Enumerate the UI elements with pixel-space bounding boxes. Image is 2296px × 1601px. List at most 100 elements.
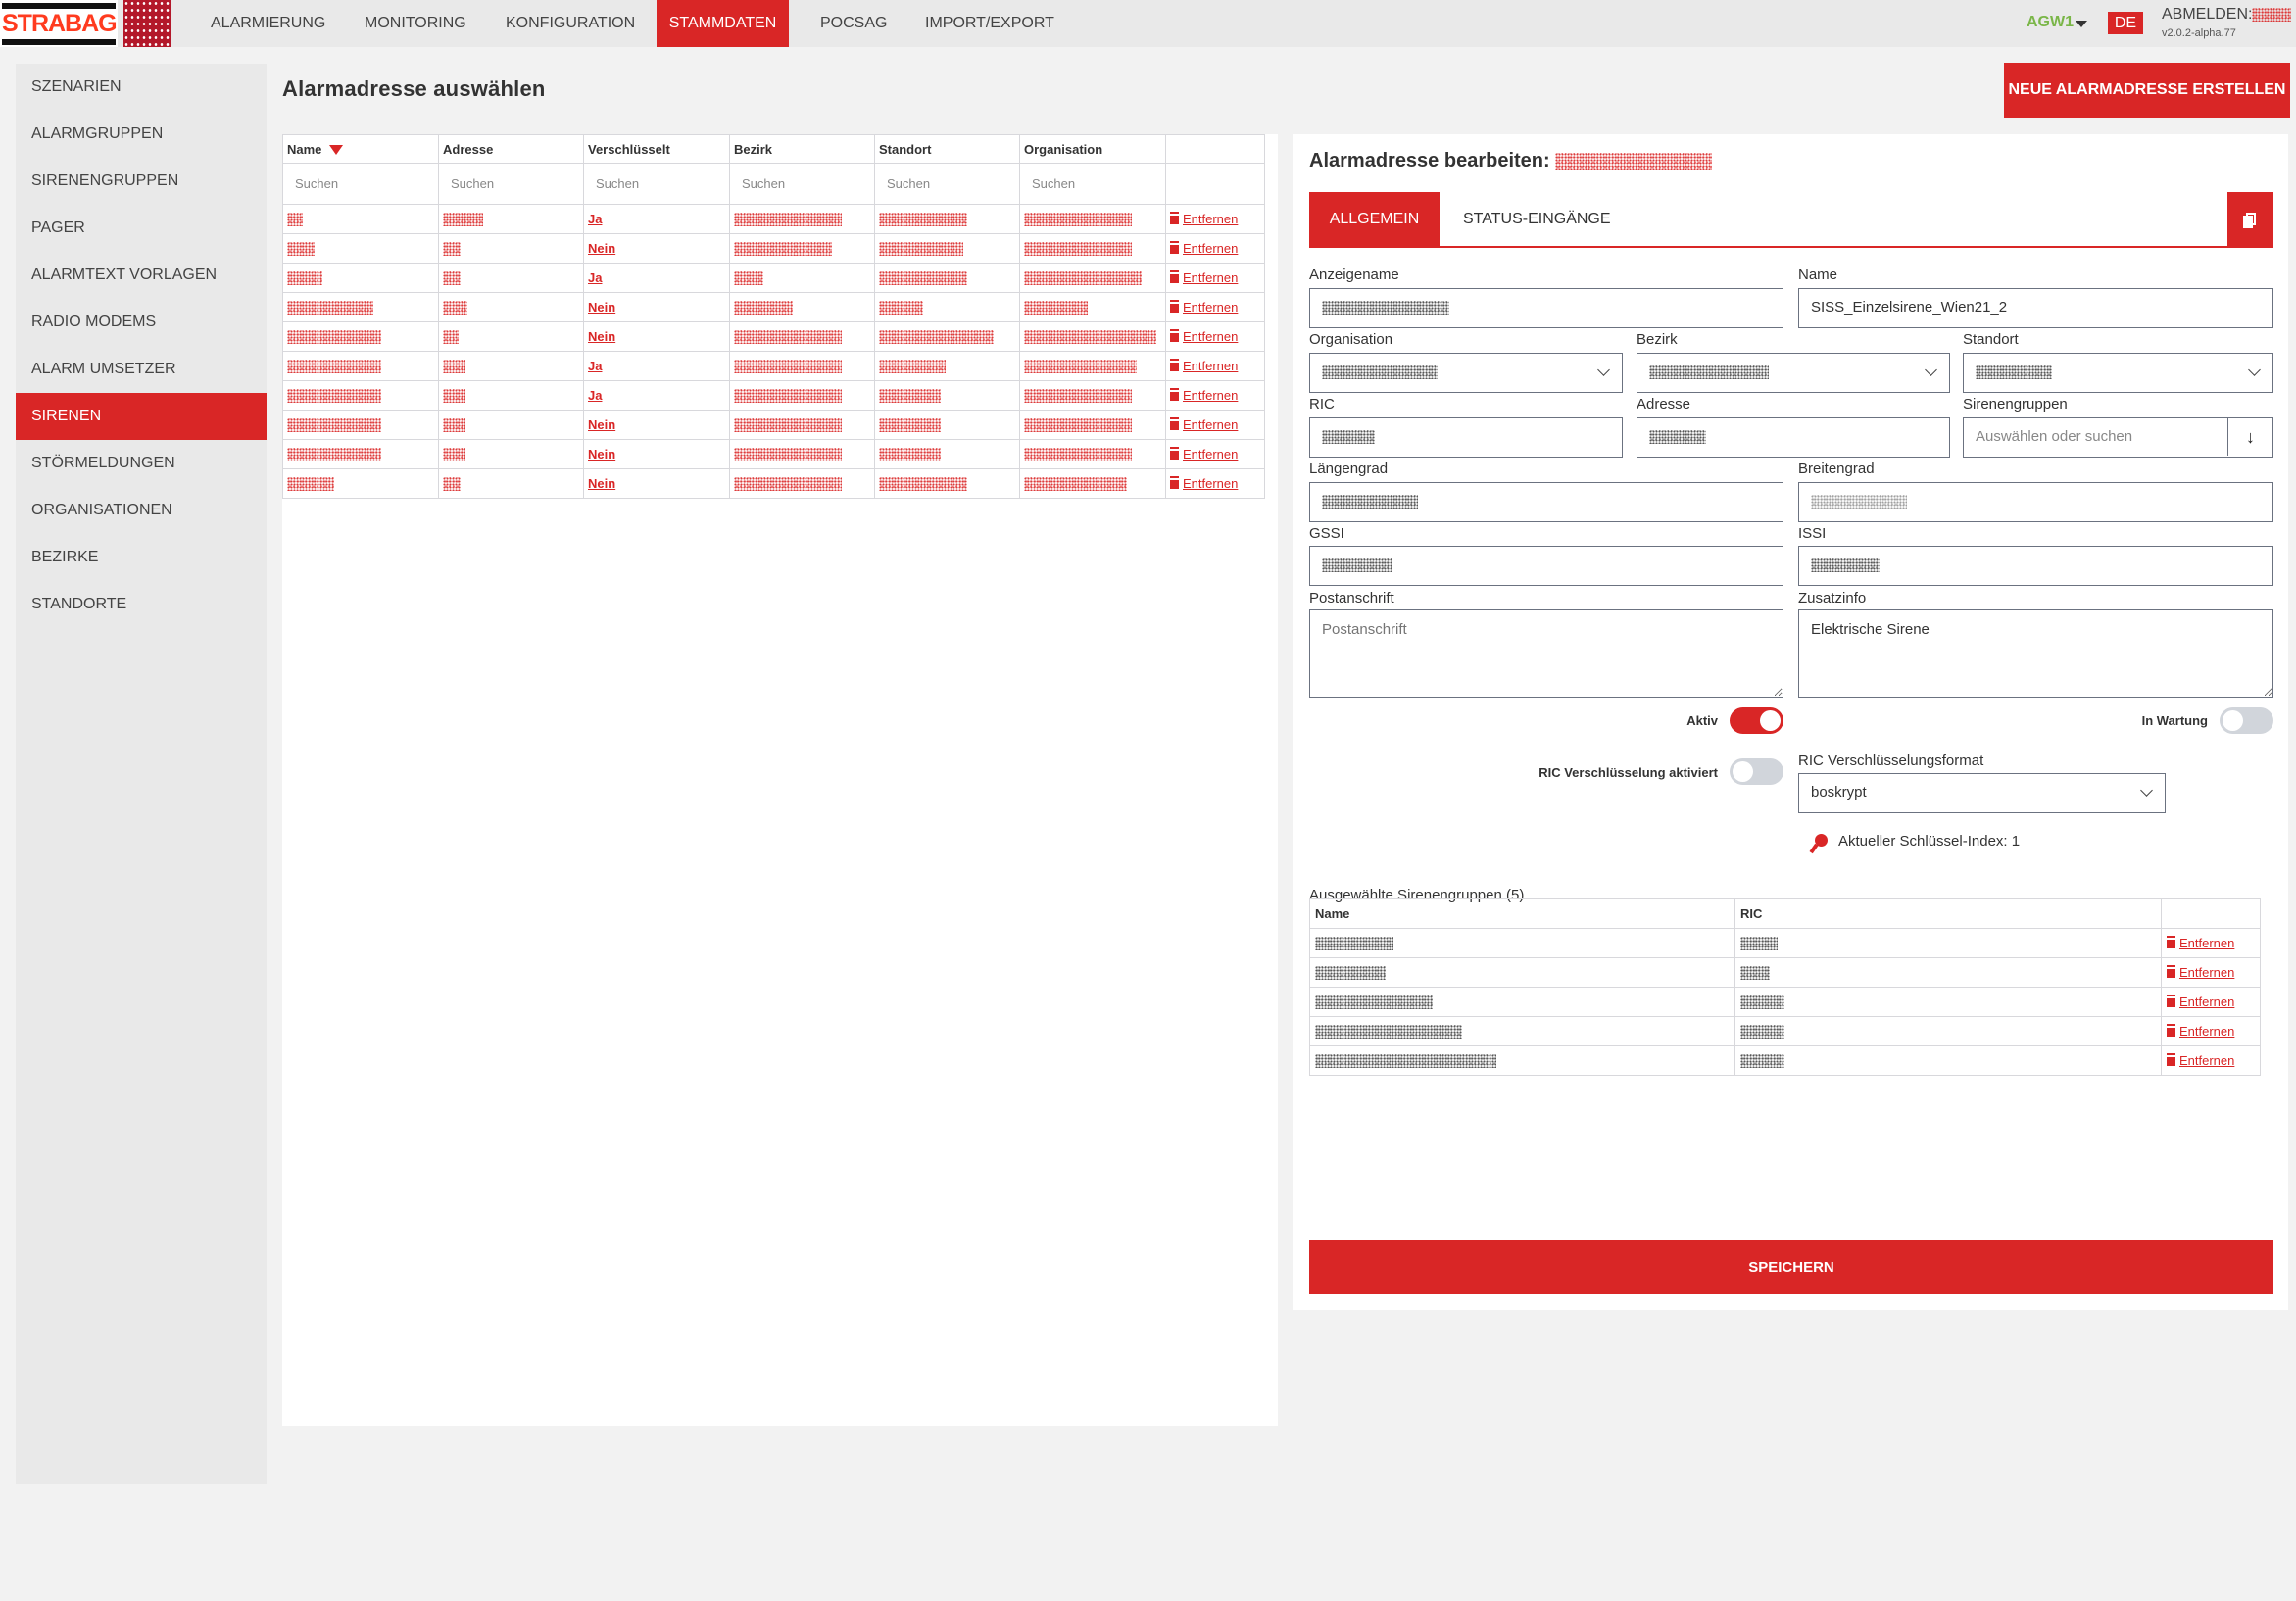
cell-organisation[interactable]: [1019, 351, 1166, 381]
search-verschluesselt-input[interactable]: Suchen: [583, 163, 730, 205]
cell-organisation[interactable]: [1019, 292, 1166, 322]
search-adresse-input[interactable]: Suchen: [438, 163, 584, 205]
encrypted-value[interactable]: Nein: [588, 300, 616, 315]
in-wartung-toggle[interactable]: [2220, 707, 2273, 734]
sirenengruppen-search-input[interactable]: Auswählen oder suchen ↓: [1963, 417, 2273, 458]
remove-link[interactable]: Entfernen: [1183, 329, 1239, 344]
cell-verschluesselt[interactable]: Ja: [583, 263, 730, 293]
cell-name[interactable]: [282, 468, 439, 499]
cell-name[interactable]: [282, 439, 439, 469]
encrypted-value[interactable]: Ja: [588, 212, 603, 226]
gateway-selector[interactable]: AGW1: [2027, 14, 2074, 30]
search-standort-input[interactable]: Suchen: [874, 163, 1020, 205]
language-button[interactable]: DE: [2108, 12, 2143, 34]
cell-bezirk[interactable]: [729, 380, 875, 411]
remove-link[interactable]: Entfernen: [1183, 476, 1239, 491]
cell-verschluesselt[interactable]: Nein: [583, 321, 730, 352]
table-row[interactable]: Ja Entfernen: [282, 263, 1265, 293]
sidebar-item-alarm-umsetzer[interactable]: ALARM UMSETZER: [31, 361, 176, 377]
cell-standort[interactable]: [874, 263, 1020, 293]
remove-group-link[interactable]: Entfernen: [2179, 965, 2235, 980]
cell-verschluesselt[interactable]: Nein: [583, 233, 730, 264]
tab-allgemein[interactable]: ALLGEMEIN: [1309, 192, 1440, 246]
encrypted-value[interactable]: Ja: [588, 388, 603, 403]
trash-icon[interactable]: [1170, 390, 1179, 401]
copy-button[interactable]: [2227, 192, 2273, 248]
sidebar-item-störmeldungen[interactable]: STÖRMELDUNGEN: [31, 455, 175, 471]
gssi-input[interactable]: [1309, 546, 1783, 586]
nav-stammdaten[interactable]: STAMMDATEN: [657, 0, 789, 47]
cell-adresse[interactable]: [438, 233, 584, 264]
ric-input[interactable]: [1309, 417, 1623, 458]
issi-input[interactable]: [1798, 546, 2273, 586]
cell-organisation[interactable]: [1019, 380, 1166, 411]
remove-link[interactable]: Entfernen: [1183, 417, 1239, 432]
column-header-verschluesselt[interactable]: Verschlüsselt: [583, 134, 730, 164]
ric-encryption-toggle[interactable]: [1730, 758, 1783, 785]
trash-icon[interactable]: [1170, 331, 1179, 342]
cell-adresse[interactable]: [438, 468, 584, 499]
cell-adresse[interactable]: [438, 292, 584, 322]
caret-down-icon[interactable]: [2076, 21, 2087, 27]
cell-bezirk[interactable]: [729, 204, 875, 234]
cell-bezirk[interactable]: [729, 439, 875, 469]
ric-format-select[interactable]: boskrypt: [1798, 773, 2166, 813]
cell-standort[interactable]: [874, 468, 1020, 499]
group-row[interactable]: Entfernen: [1309, 1045, 2261, 1076]
postanschrift-textarea[interactable]: [1309, 609, 1783, 698]
remove-link[interactable]: Entfernen: [1183, 212, 1239, 226]
table-row[interactable]: Nein Entfernen: [282, 321, 1265, 352]
nav-import-export[interactable]: IMPORT/EXPORT: [925, 15, 1054, 31]
trash-icon[interactable]: [1170, 361, 1179, 371]
cell-bezirk[interactable]: [729, 321, 875, 352]
organisation-select[interactable]: [1309, 353, 1623, 393]
arrow-down-icon[interactable]: ↓: [2227, 418, 2272, 456]
sidebar-item-sirenengruppen[interactable]: SIRENENGRUPPEN: [31, 172, 179, 189]
nav-alarmierung[interactable]: ALARMIERUNG: [211, 15, 326, 31]
remove-link[interactable]: Entfernen: [1183, 300, 1239, 315]
sidebar-item-sirenen[interactable]: SIRENEN: [16, 393, 267, 440]
sidebar-item-radio-modems[interactable]: RADIO MODEMS: [31, 314, 157, 330]
trash-icon[interactable]: [1170, 214, 1179, 224]
encrypted-value[interactable]: Nein: [588, 417, 616, 432]
trash-icon[interactable]: [2167, 1026, 2175, 1037]
trash-icon[interactable]: [1170, 243, 1179, 254]
cell-bezirk[interactable]: [729, 292, 875, 322]
table-row[interactable]: Nein Entfernen: [282, 468, 1265, 499]
remove-link[interactable]: Entfernen: [1183, 241, 1239, 256]
trash-icon[interactable]: [1170, 419, 1179, 430]
encrypted-value[interactable]: Nein: [588, 241, 616, 256]
sidebar-item-bezirke[interactable]: BEZIRKE: [31, 549, 99, 565]
cell-standort[interactable]: [874, 233, 1020, 264]
remove-link[interactable]: Entfernen: [1183, 388, 1239, 403]
cell-standort[interactable]: [874, 204, 1020, 234]
cell-adresse[interactable]: [438, 204, 584, 234]
sidebar-item-alarmgruppen[interactable]: ALARMGRUPPEN: [31, 125, 164, 142]
cell-organisation[interactable]: [1019, 263, 1166, 293]
table-row[interactable]: Nein Entfernen: [282, 439, 1265, 469]
new-alarm-address-button[interactable]: NEUE ALARMADRESSE ERSTELLEN: [2004, 63, 2290, 118]
cell-standort[interactable]: [874, 292, 1020, 322]
remove-link[interactable]: Entfernen: [1183, 270, 1239, 285]
cell-adresse[interactable]: [438, 439, 584, 469]
remove-group-link[interactable]: Entfernen: [2179, 1053, 2235, 1068]
column-header-adresse[interactable]: Adresse: [438, 134, 584, 164]
trash-icon[interactable]: [1170, 272, 1179, 283]
cell-name[interactable]: [282, 410, 439, 440]
table-row[interactable]: Ja Entfernen: [282, 380, 1265, 411]
cell-standort[interactable]: [874, 439, 1020, 469]
logout-link[interactable]: ABMELDEN:: [2162, 6, 2292, 24]
remove-group-link[interactable]: Entfernen: [2179, 1024, 2235, 1039]
cell-organisation[interactable]: [1019, 233, 1166, 264]
save-button[interactable]: SPEICHERN: [1309, 1240, 2273, 1294]
encrypted-value[interactable]: Ja: [588, 270, 603, 285]
trash-icon[interactable]: [1170, 449, 1179, 460]
table-row[interactable]: Ja Entfernen: [282, 351, 1265, 381]
cell-adresse[interactable]: [438, 410, 584, 440]
cell-adresse[interactable]: [438, 263, 584, 293]
cell-organisation[interactable]: [1019, 321, 1166, 352]
encrypted-value[interactable]: Nein: [588, 476, 616, 491]
nav-konfiguration[interactable]: KONFIGURATION: [506, 15, 636, 31]
cell-verschluesselt[interactable]: Nein: [583, 439, 730, 469]
encrypted-value[interactable]: Nein: [588, 447, 616, 461]
